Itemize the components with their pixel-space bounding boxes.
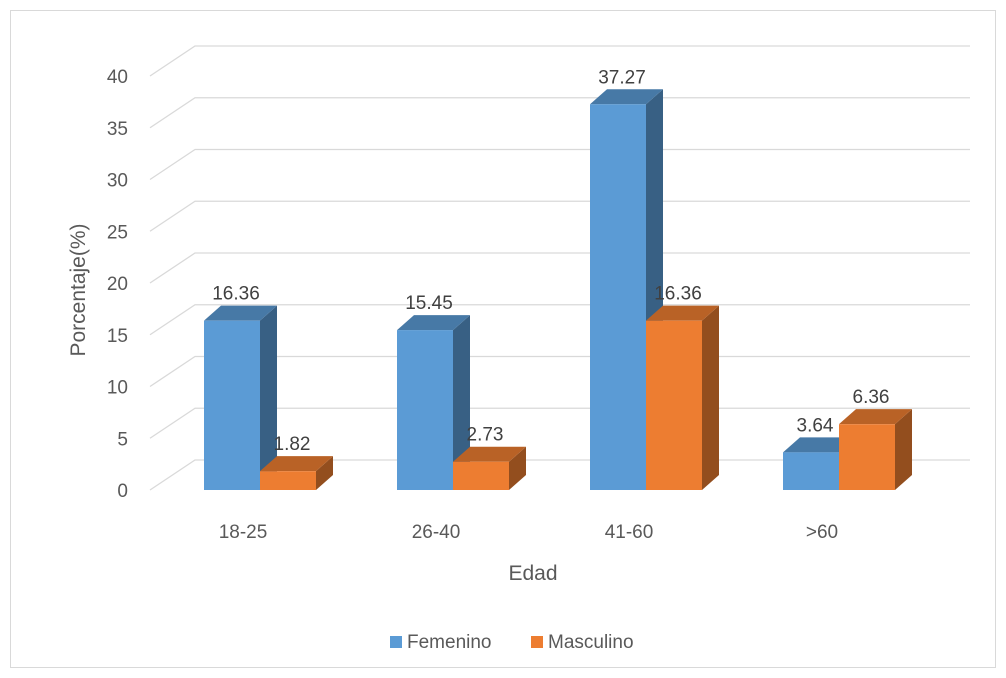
- data-label: 16.36: [212, 284, 260, 305]
- x-tick-label: >60: [806, 522, 838, 543]
- x-tick-label: 18-25: [219, 522, 268, 543]
- data-label: 2.73: [467, 425, 504, 446]
- y-tick-label: 25: [107, 222, 128, 243]
- legend: Femenino Masculino: [390, 632, 634, 653]
- gridline: [149, 252, 970, 284]
- y-tick-label: 40: [107, 67, 128, 88]
- data-label: 1.82: [274, 434, 311, 455]
- x-tick-label: 26-40: [412, 522, 461, 543]
- y-tick-label: 20: [107, 274, 128, 295]
- bar-masculino-3: [839, 409, 912, 490]
- chart-frame: [10, 10, 996, 668]
- bar-femenino-2: [590, 89, 663, 491]
- bars: 16.36 1.82 15.45 2.73 37.27 16.36 3.64 6.36: [204, 67, 912, 491]
- x-axis-title: Edad: [508, 562, 557, 585]
- y-tick-label: 15: [107, 326, 128, 347]
- legend-label-femenino: Femenino: [407, 632, 492, 653]
- bar-masculino-2: [646, 305, 719, 490]
- y-axis-title: Porcentaje(%): [67, 223, 90, 356]
- y-tick-label: 10: [107, 378, 128, 399]
- bar-femenino-1: [397, 315, 470, 490]
- y-tick-label: 35: [107, 119, 128, 140]
- bar-masculino-0: [260, 456, 333, 490]
- x-tick-label: 41-60: [605, 522, 654, 543]
- x-axis-ticks: 18-25 26-40 41-60 >60: [219, 522, 838, 543]
- gridline: [149, 45, 970, 77]
- data-label: 6.36: [853, 387, 890, 408]
- data-label: 37.27: [598, 67, 646, 88]
- gridline: [149, 304, 970, 336]
- bar-masculino-1: [453, 446, 526, 490]
- data-label: 15.45: [405, 293, 453, 314]
- bar-femenino-0: [204, 305, 277, 490]
- data-label: 3.64: [797, 415, 834, 436]
- gridline: [149, 97, 970, 129]
- y-tick-label: 5: [117, 429, 128, 450]
- gridline: [149, 200, 970, 232]
- legend-label-masculino: Masculino: [548, 632, 634, 653]
- legend-swatch-femenino: [390, 636, 402, 648]
- y-tick-label: 0: [117, 481, 128, 502]
- gridline: [149, 148, 970, 181]
- data-label: 16.36: [654, 284, 702, 305]
- y-tick-label: 30: [107, 171, 128, 192]
- y-axis-ticks: 0 5 10 15 20 25 30 35 40: [107, 67, 128, 502]
- legend-swatch-masculino: [531, 636, 543, 648]
